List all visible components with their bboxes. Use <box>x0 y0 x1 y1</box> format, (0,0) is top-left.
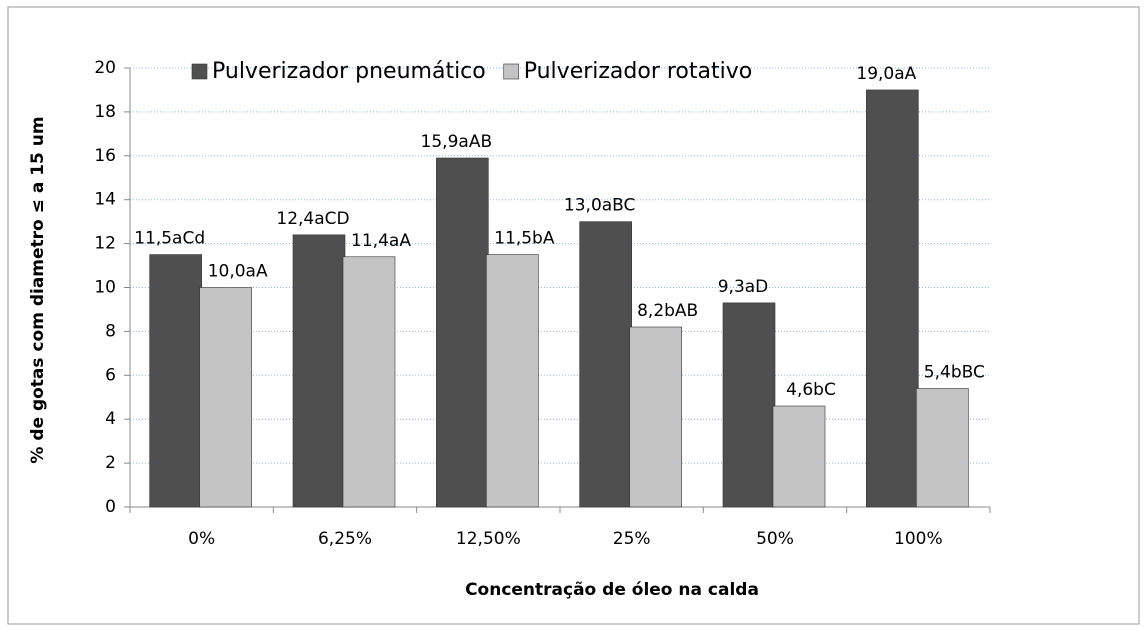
y-tick-label: 2 <box>105 453 116 473</box>
legend-swatch <box>503 63 520 80</box>
x-tick-label: 25% <box>613 529 651 549</box>
data-label: 12,4aCD <box>276 209 349 229</box>
legend-swatch <box>191 63 208 80</box>
y-tick-label: 6 <box>105 365 116 385</box>
bar <box>436 157 489 508</box>
x-axis-title: Concentração de óleo na calda <box>465 580 759 600</box>
bar <box>342 256 396 508</box>
x-tick-label: 50% <box>756 529 794 549</box>
data-label: 13,0aBC <box>564 196 636 216</box>
y-tick-label: 18 <box>94 102 116 122</box>
x-tick-label: 12,50% <box>456 529 521 549</box>
data-label: 19,0aA <box>856 64 916 84</box>
y-tick-label: 10 <box>94 278 116 298</box>
bar <box>579 221 632 508</box>
y-tick-label: 8 <box>105 321 116 341</box>
bar <box>722 302 776 508</box>
legend-label: Pulverizador pneumático <box>212 59 486 84</box>
data-label: 11,5bA <box>494 229 555 249</box>
x-tick-label: 6,25% <box>318 529 372 549</box>
bar <box>772 405 826 508</box>
data-label: 9,3aD <box>718 277 769 297</box>
y-tick-label: 16 <box>94 146 116 166</box>
bar <box>866 89 919 508</box>
data-label: 4,6bC <box>786 380 836 400</box>
bar <box>292 234 346 508</box>
y-tick-label: 14 <box>94 190 116 210</box>
y-tick-label: 20 <box>94 58 116 78</box>
y-tick-label: 0 <box>105 497 116 517</box>
bar <box>629 326 682 508</box>
bar <box>199 287 252 508</box>
data-label: 11,5aCd <box>134 229 205 249</box>
bar <box>916 388 969 508</box>
data-label: 8,2bAB <box>637 301 698 321</box>
legend-label: Pulverizador rotativo <box>524 59 753 84</box>
bar <box>486 254 539 508</box>
bar <box>149 254 202 508</box>
data-label: 15,9aAB <box>421 132 493 152</box>
y-tick-label: 4 <box>105 409 116 429</box>
y-tick-label: 12 <box>94 234 116 254</box>
y-axis-title: % de gotas com diametro ≤ a 15 um <box>28 116 48 463</box>
x-tick-label: 100% <box>894 529 943 549</box>
data-label: 10,0aA <box>208 262 268 282</box>
data-label: 5,4bBC <box>924 362 985 382</box>
x-tick-label: 0% <box>188 529 215 549</box>
data-label: 11,4aA <box>351 231 411 251</box>
